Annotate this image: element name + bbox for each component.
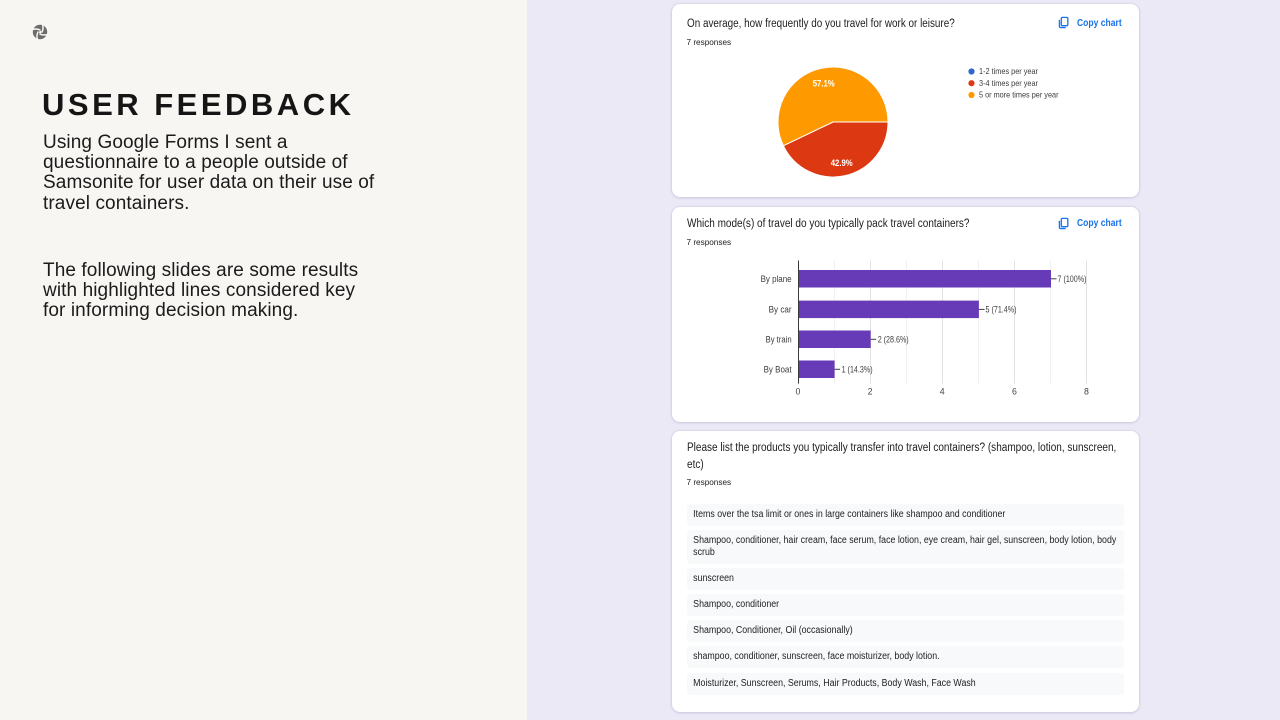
svg-text:1 (14.3%): 1 (14.3%) [842,364,873,374]
svg-text:3-4 times per year: 3-4 times per year [979,78,1038,88]
svg-text:8: 8 [1084,387,1089,397]
svg-text:1-2 times per year: 1-2 times per year [979,66,1038,76]
svg-text:42.9%: 42.9% [831,158,853,169]
svg-text:By Boat: By Boat [764,364,792,374]
svg-text:By train: By train [766,334,792,344]
svg-text:2 (28.6%): 2 (28.6%) [878,334,909,344]
svg-text:By plane: By plane [761,274,792,284]
svg-text:57.1%: 57.1% [813,79,835,90]
svg-text:By car: By car [769,304,792,314]
svg-text:6: 6 [1012,387,1017,397]
svg-text:0: 0 [796,387,801,397]
svg-text:7 (100%): 7 (100%) [1058,274,1087,284]
svg-text:5 or more times per year: 5 or more times per year [979,90,1059,100]
svg-text:5 (71.4%): 5 (71.4%) [986,304,1017,314]
svg-text:4: 4 [940,387,945,397]
svg-text:2: 2 [868,387,873,397]
